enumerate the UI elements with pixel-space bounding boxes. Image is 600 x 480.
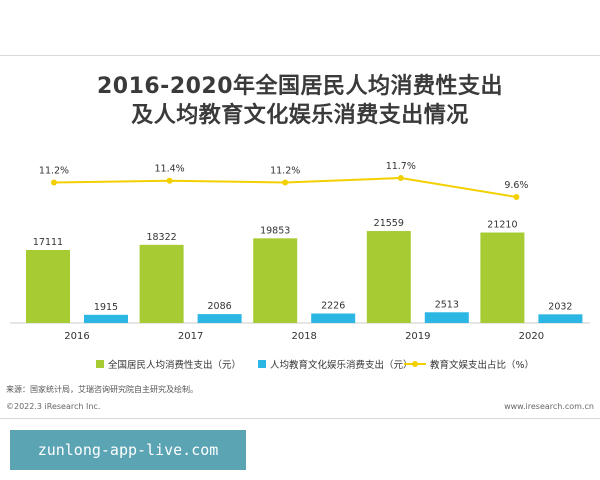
x-tick-2017: 2017 (178, 331, 203, 342)
source-note: 来源：国家统计局，艾瑞咨询研究院自主研究及绘制。 (6, 385, 198, 394)
x-tick-2018: 2018 (291, 331, 316, 342)
chart-plot: 17111 1915 2016 18322 2086 2017 19853 2226 2018 2… (10, 161, 590, 342)
copyright-text: ©2022.3 iResearch Inc. (6, 402, 101, 411)
bar-consumption-2018 (253, 238, 298, 323)
chart-subtitle: 及人均教育文化娱乐消费支出情况 (131, 103, 469, 128)
label-consumption-2018: 19853 (260, 225, 290, 236)
bar-education-2020 (538, 314, 583, 323)
legend-swatch-blue (258, 360, 266, 368)
watermark-banner: zunlong-app-live.com (10, 430, 246, 470)
label-ratio-2017: 11.4% (155, 164, 185, 175)
chart-title: 2016-2020年全国居民人均消费性支出 (96, 74, 504, 99)
label-consumption-2017: 18322 (146, 232, 176, 243)
label-ratio-2020: 9.6% (504, 180, 528, 191)
x-tick-2020: 2020 (519, 331, 544, 342)
label-consumption-2019: 21559 (374, 218, 404, 229)
label-education-2016: 1915 (94, 302, 118, 313)
bar-education-2017 (197, 314, 242, 323)
point-ratio-2016 (51, 179, 57, 186)
point-ratio-2018 (282, 179, 289, 186)
legend-swatch-green (96, 360, 104, 368)
legend-item-education: 人均教育文化娱乐消费支出（元） (258, 357, 413, 371)
x-tick-2019: 2019 (405, 331, 430, 342)
bar-education-2018 (311, 313, 356, 323)
label-education-2017: 2086 (208, 301, 232, 312)
x-tick-2016: 2016 (64, 331, 89, 342)
legend-label-education: 人均教育文化娱乐消费支出（元） (270, 360, 413, 371)
bar-consumption-2016 (26, 250, 70, 323)
bar-consumption-2020 (480, 232, 525, 323)
point-ratio-2020 (513, 194, 520, 200)
label-education-2018: 2226 (321, 301, 345, 312)
label-consumption-2020: 21210 (487, 220, 517, 231)
bar-consumption-2017 (139, 244, 184, 323)
label-ratio-2018: 11.2% (270, 166, 300, 177)
bar-education-2019 (424, 312, 469, 323)
point-ratio-2019 (397, 175, 404, 181)
bar-consumption-2019 (366, 231, 411, 323)
legend-swatch-line (404, 360, 426, 368)
label-education-2020: 2032 (548, 301, 572, 312)
label-education-2019: 2513 (435, 299, 459, 310)
legend-label-ratio: 教育文娱支出占比（%） (430, 360, 535, 371)
legend-item-ratio: 教育文娱支出占比（%） (404, 357, 534, 371)
website-link[interactable]: www.iresearch.com.cn (504, 402, 594, 411)
legend-item-consumption: 全国居民人均消费性支出（元） (96, 357, 241, 371)
point-ratio-2017 (166, 177, 173, 184)
label-ratio-2019: 11.7% (386, 161, 416, 172)
legend-label-consumption: 全国居民人均消费性支出（元） (108, 360, 242, 371)
bar-education-2016 (84, 314, 128, 323)
label-consumption-2016: 17111 (33, 237, 63, 248)
label-ratio-2016: 11.2% (39, 166, 69, 177)
